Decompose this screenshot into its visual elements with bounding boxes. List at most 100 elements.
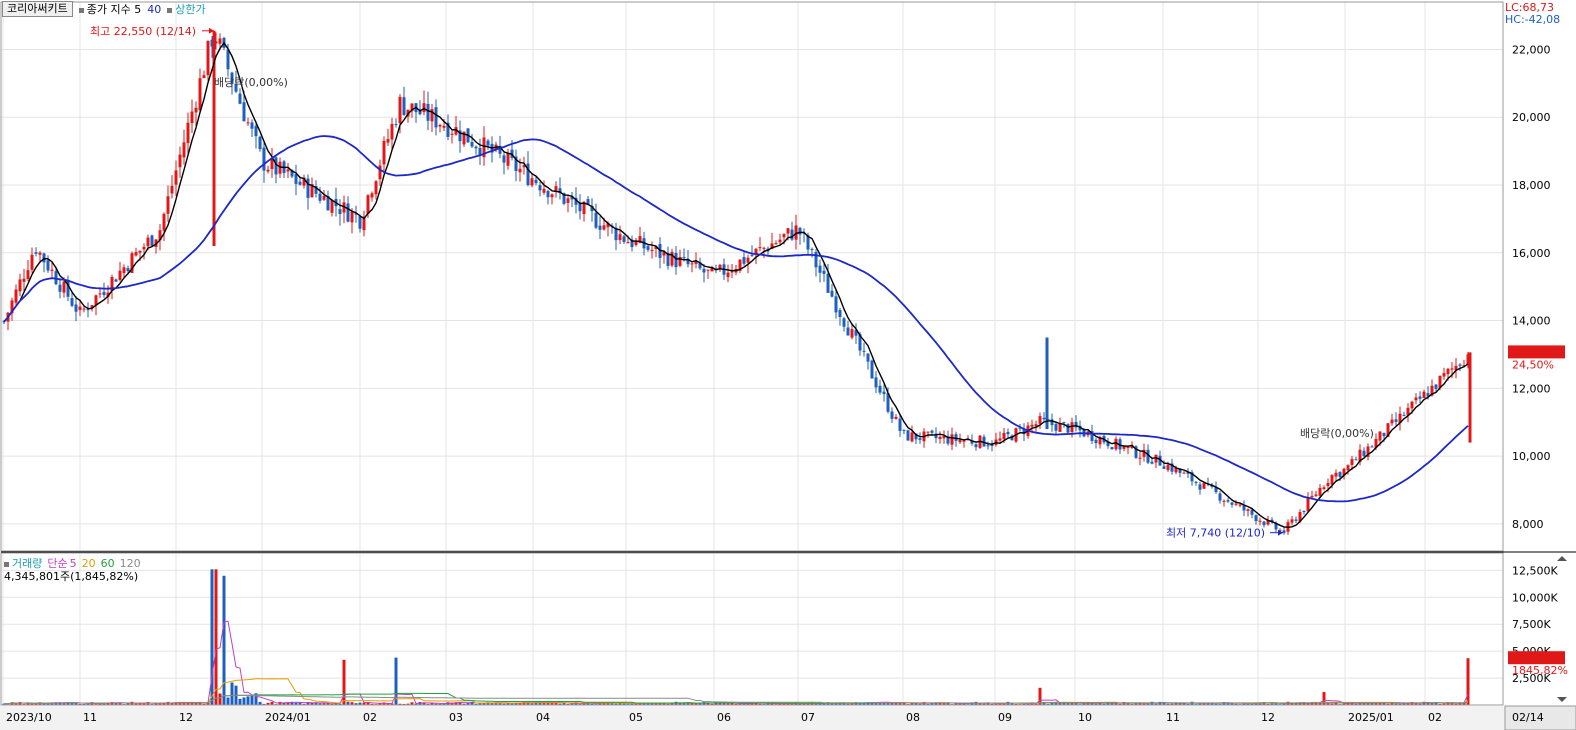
candle-body [746, 257, 750, 263]
candle-body [226, 49, 230, 70]
candle-body [430, 109, 434, 122]
candle-body [830, 290, 834, 297]
volume-bar [310, 702, 314, 705]
volume-bar [1398, 703, 1402, 705]
x-tick-label: 12 [179, 711, 193, 724]
volume-bar [754, 702, 758, 705]
volume-bar [890, 703, 894, 705]
candle-body [662, 251, 666, 256]
candle-body [310, 184, 314, 198]
volume-bar [246, 696, 250, 705]
volume-bar [998, 703, 1002, 705]
high-arrow-head [209, 27, 214, 34]
volume-bar [186, 702, 190, 705]
candle-body [202, 75, 206, 79]
volume-bar [1258, 702, 1262, 705]
candle-body [1030, 424, 1034, 427]
candle-body [382, 140, 386, 165]
volume-bar [622, 703, 626, 705]
volume-bar [1298, 703, 1302, 705]
candle-body [118, 270, 122, 280]
legend-period-20: 20 [81, 557, 96, 570]
candle-body [1342, 468, 1346, 476]
candle-body [146, 237, 150, 247]
volume-bar [442, 703, 446, 705]
volume-bar [962, 703, 966, 705]
candle-body [1158, 455, 1162, 466]
x-tick-label: 2023/10 [6, 711, 52, 724]
volume-bar [1146, 703, 1150, 705]
candle-body [1294, 519, 1298, 521]
volume-bar [322, 703, 326, 705]
volume-bar [126, 703, 130, 705]
volume-bar [1462, 702, 1466, 705]
candle-body [474, 146, 478, 149]
volume-bar [1198, 703, 1202, 705]
volume-bar [162, 702, 166, 705]
candle-body [350, 211, 354, 223]
candle-body [258, 136, 262, 150]
volume-bar [802, 703, 806, 705]
volume-bar [610, 703, 614, 705]
volume-bar [30, 703, 34, 705]
axis-labels: 22,000 20,000 18,000 16,000 14,000 12,000 10,0… [6, 1, 1576, 730]
candle-body [534, 179, 538, 184]
candle-body [966, 439, 970, 441]
volume-bar [194, 702, 198, 705]
volume-bar [686, 702, 690, 705]
volume-bar [182, 702, 186, 705]
volume-bar [1034, 703, 1038, 705]
candle-body [250, 122, 254, 129]
candle-body [10, 300, 14, 314]
candle-body [1154, 454, 1158, 463]
volume-bar [510, 703, 514, 705]
candle-body [274, 157, 278, 175]
volume-bar [1290, 702, 1294, 705]
volume-bar [798, 703, 802, 705]
volume-bar [1154, 703, 1158, 705]
volume-bar [174, 702, 178, 705]
volume-bar [106, 702, 110, 705]
volume-bar [806, 702, 810, 705]
volume-bar [1334, 702, 1338, 705]
candle-body [78, 306, 82, 310]
candle-body [354, 213, 358, 215]
volume-bar [1022, 703, 1026, 705]
volume-bar [1378, 702, 1382, 705]
candle-body [318, 193, 322, 201]
candle-body [762, 247, 766, 249]
volume-bar [746, 703, 750, 705]
candle-body [242, 102, 246, 122]
candle-body [130, 253, 134, 274]
volume-bar [1050, 702, 1054, 705]
candle-body [18, 279, 22, 292]
volume-bar [438, 703, 442, 705]
candle-body [1326, 482, 1330, 486]
volume-bar [142, 703, 146, 705]
candle-body [962, 440, 966, 442]
candle-body [1422, 391, 1426, 398]
candle-body [1370, 446, 1374, 448]
volume-bar [1066, 703, 1070, 705]
candle-body [1438, 375, 1442, 388]
candle-body [478, 147, 482, 156]
candle-body [850, 329, 854, 338]
candle-body [34, 252, 38, 254]
candle-body [1146, 449, 1150, 463]
volume-bar [942, 703, 946, 705]
volume-bar [1026, 703, 1030, 705]
candle-body [586, 199, 590, 205]
candle-body [1450, 368, 1454, 370]
candle-body [210, 39, 214, 47]
candle-body [1182, 472, 1186, 474]
candle-body [878, 385, 882, 393]
candle-body [670, 251, 674, 266]
volume-bar [842, 702, 846, 705]
stock-name-button[interactable]: 코리아써키트 [2, 1, 73, 17]
candle-body [102, 291, 106, 296]
volume-bar [1274, 703, 1278, 705]
volume-bars [2, 569, 1470, 705]
candle-body [782, 234, 786, 238]
